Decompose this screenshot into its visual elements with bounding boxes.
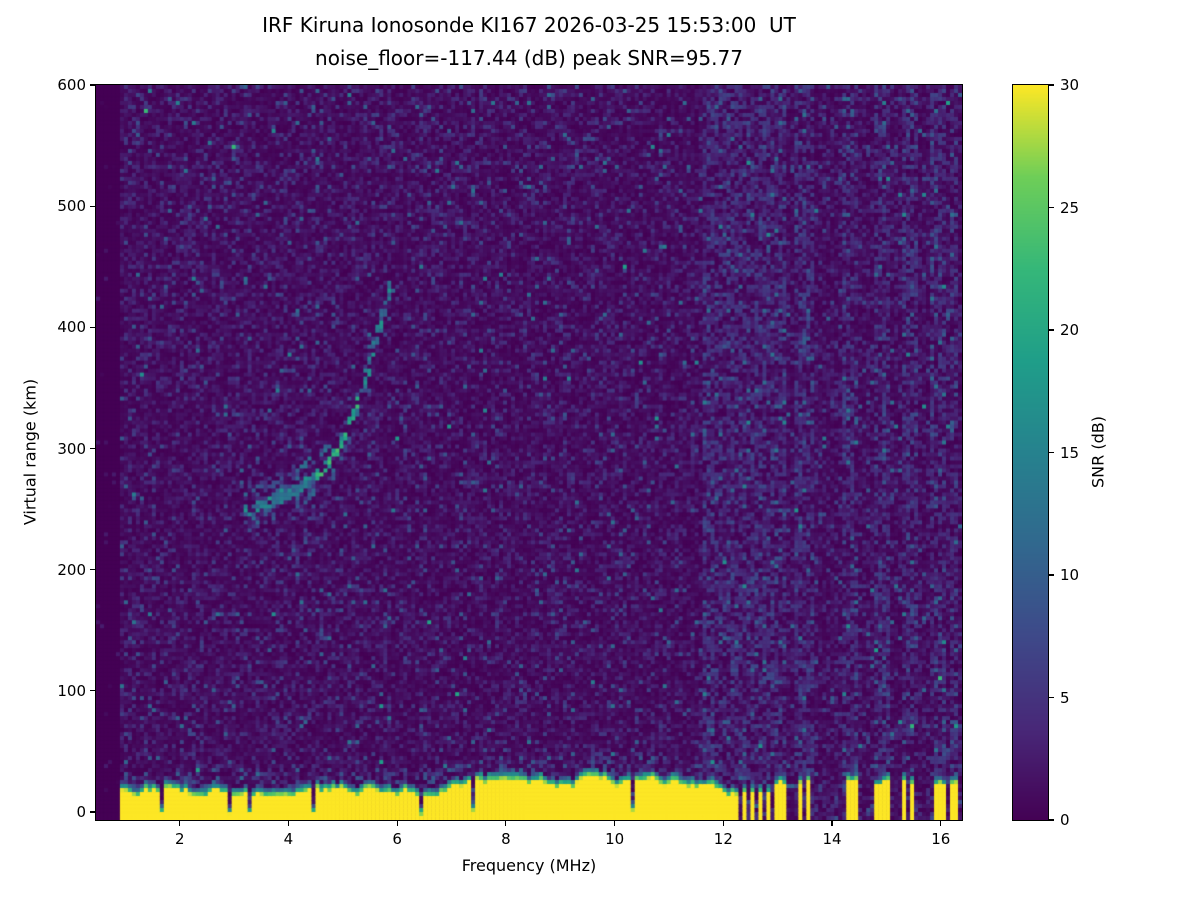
colorbar-tick-label: 30	[1060, 76, 1080, 94]
plot-frame	[95, 84, 963, 821]
x-tick-mark	[396, 821, 398, 826]
x-tick-mark	[940, 821, 942, 826]
x-tick-label: 8	[501, 830, 511, 848]
y-tick-mark	[90, 326, 95, 328]
x-tick-label: 12	[713, 830, 733, 848]
colorbar-tick-mark	[1049, 819, 1054, 821]
colorbar-tick-mark	[1049, 206, 1054, 209]
x-tick-mark	[831, 821, 833, 826]
colorbar-tick-mark	[1049, 84, 1054, 86]
figure-subtitle: noise_floor=-117.44 (dB) peak SNR=95.77	[315, 46, 743, 70]
colorbar-tick-label: 20	[1060, 321, 1080, 339]
x-tick-label: 4	[283, 830, 294, 848]
y-axis-label: Virtual range (km)	[20, 378, 40, 526]
y-tick-mark	[90, 811, 95, 813]
x-tick-label: 2	[174, 830, 185, 848]
x-tick-mark	[614, 821, 616, 826]
y-tick-label: 600	[57, 76, 86, 94]
y-tick-label: 200	[57, 560, 86, 579]
y-tick-label: 300	[57, 439, 86, 458]
y-tick-mark	[90, 569, 95, 571]
colorbar-tick-label: 25	[1060, 198, 1080, 217]
colorbar-tick-label: 5	[1060, 688, 1070, 707]
y-tick-mark	[90, 690, 95, 692]
x-tick-label: 16	[931, 830, 951, 848]
y-tick-label: 400	[57, 318, 86, 337]
colorbar-gradient-canvas	[1013, 85, 1048, 820]
y-tick-label: 500	[57, 197, 86, 216]
colorbar-tick-label: 0	[1060, 811, 1070, 829]
x-tick-mark	[722, 821, 724, 826]
x-tick-label: 10	[605, 830, 625, 848]
y-tick-mark	[90, 84, 95, 86]
x-tick-mark	[287, 821, 290, 826]
x-tick-label: 6	[392, 830, 402, 848]
colorbar-tick-mark	[1049, 329, 1054, 331]
x-tick-mark	[179, 821, 181, 826]
colorbar-tick-mark	[1049, 696, 1054, 699]
y-tick-label: 100	[57, 681, 86, 700]
ionogram-heatmap-canvas	[96, 85, 962, 820]
colorbar-frame	[1012, 84, 1049, 821]
x-axis-label: Frequency (MHz)	[461, 856, 597, 875]
y-tick-label: 0	[76, 803, 86, 821]
colorbar-tick-label: 10	[1060, 566, 1080, 584]
colorbar-tick-mark	[1049, 451, 1054, 454]
colorbar-tick-mark	[1049, 574, 1054, 576]
y-tick-mark	[90, 447, 95, 450]
colorbar-tick-label: 15	[1060, 443, 1080, 462]
x-tick-label: 14	[822, 830, 842, 848]
x-tick-mark	[505, 821, 507, 826]
figure-title: IRF Kiruna Ionosonde KI167 2026-03-25 15…	[262, 13, 796, 37]
y-tick-mark	[90, 205, 95, 207]
